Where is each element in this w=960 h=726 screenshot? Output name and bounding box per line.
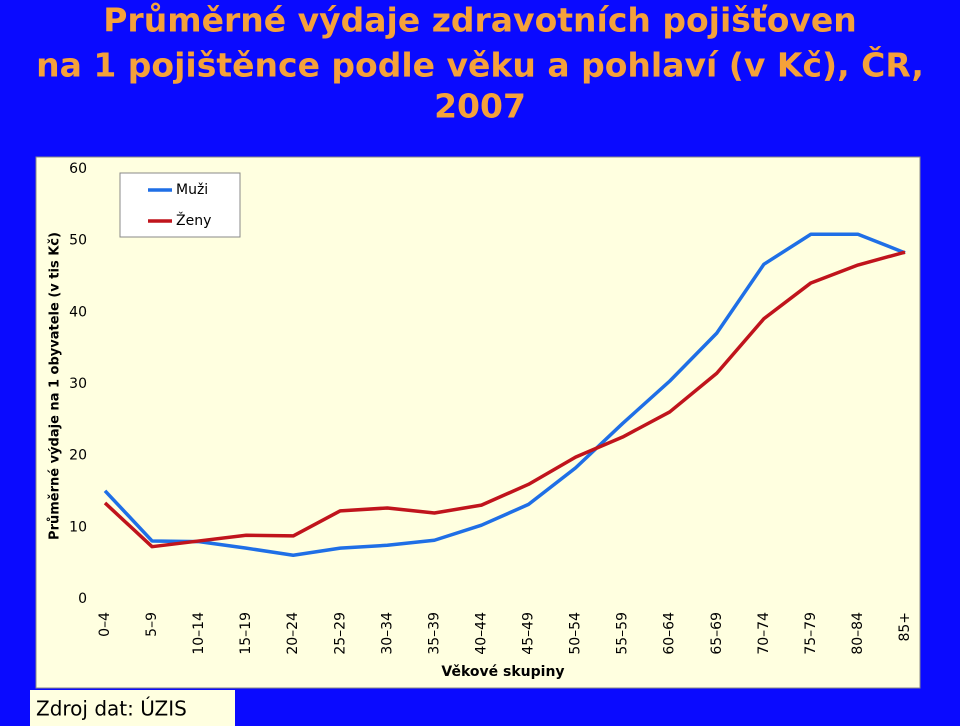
x-tick-label: 85+ xyxy=(897,612,913,642)
x-tick-label: 55–59 xyxy=(615,612,631,655)
y-tick-label: 30 xyxy=(69,376,87,392)
source-box xyxy=(30,690,235,726)
line-series xyxy=(103,250,906,549)
title-line: na 1 pojištěnce podle věku a pohlaví (v … xyxy=(36,45,924,85)
line-series xyxy=(103,232,906,558)
x-tick-label: 80–84 xyxy=(850,612,866,655)
x-tick-label: 25–29 xyxy=(332,612,348,655)
x-tick-label: 75–79 xyxy=(803,612,819,655)
x-tick-label: 5–9 xyxy=(144,612,160,637)
x-tick-label: 15–19 xyxy=(238,612,254,655)
x-tick-label: 30–34 xyxy=(379,612,395,655)
y-axis-title: Průměrné výdaje na 1 obyvatele (v tis Kč… xyxy=(48,232,63,540)
y-tick-label: 50 xyxy=(69,233,87,249)
title-line: 2007 xyxy=(434,87,526,126)
x-tick-label: 10–14 xyxy=(191,612,207,655)
x-tick-label: 70–74 xyxy=(756,612,772,655)
legend-label: Muži xyxy=(176,182,208,198)
x-tick-label: 40–44 xyxy=(473,612,489,655)
x-tick-label: 65–69 xyxy=(709,612,725,655)
y-tick-label: 20 xyxy=(69,448,87,464)
x-tick-label: 50–54 xyxy=(568,612,584,655)
x-tick-label: 0–4 xyxy=(97,612,113,637)
chart-area xyxy=(35,156,921,689)
source: Zdroj dat: ÚZIS xyxy=(36,697,187,721)
y-tick-label: 10 xyxy=(69,519,87,535)
x-axis-title: Věkové skupiny xyxy=(441,664,564,680)
x-tick-label: 60–64 xyxy=(662,612,678,655)
y-tick-label: 0 xyxy=(78,591,87,607)
legend-label: Ženy xyxy=(176,211,211,229)
legend xyxy=(119,172,241,238)
y-tick-label: 40 xyxy=(69,304,87,320)
y-tick-label: 60 xyxy=(69,161,87,177)
title-line: Průměrné výdaje zdravotních pojišťoven xyxy=(103,1,857,40)
x-tick-label: 45–49 xyxy=(521,612,537,655)
x-tick-label: 20–24 xyxy=(285,612,301,655)
x-tick-label: 35–39 xyxy=(426,612,442,655)
